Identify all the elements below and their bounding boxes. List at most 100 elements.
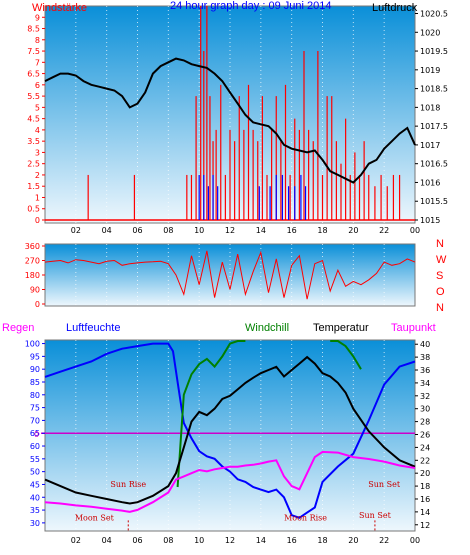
wind-gust-bars [198, 174, 307, 220]
y-tick-label: 100 [25, 340, 40, 349]
y-tick-label: 30 [420, 405, 430, 414]
dewpoint-series [44, 450, 416, 513]
y-tick-label: 1017.5 [420, 122, 448, 131]
x-tick-label: 18 [317, 226, 327, 235]
humidity-label: Luftfeuchte [66, 322, 120, 334]
y-tick-label: 40 [420, 340, 430, 349]
y-tick-label: 3 [35, 148, 40, 157]
x-tick-label: 10 [194, 536, 204, 545]
y-tick-label: 180 [25, 271, 40, 280]
y-tick-label: 1018 [420, 103, 440, 112]
x-tick-label: 06 [132, 226, 142, 235]
x-tick-label: 12 [225, 536, 235, 545]
temp-humidity-x-ticks: 02 04 06 08 10 12 14 16 18 20 22 00 [71, 536, 420, 545]
y-tick-label: 40 [30, 493, 40, 502]
temp-humidity-lines [41, 340, 416, 519]
x-tick-label: 20 [348, 536, 358, 545]
compass-letter: S [436, 270, 443, 282]
wind-direction-series [44, 250, 416, 300]
x-tick-label: 02 [71, 226, 81, 235]
windchill-label: Windchill [245, 322, 289, 334]
y-tick-label: 22 [420, 456, 430, 465]
y-tick-label: 85 [30, 378, 40, 387]
x-tick-label: 08 [163, 536, 173, 545]
y-tick-label: 12 [420, 521, 430, 530]
y-tick-label: 16 [420, 495, 430, 504]
y-tick-label: 36 [420, 366, 430, 375]
x-tick-label: 08 [163, 226, 173, 235]
windchill-series [176, 340, 246, 488]
y-tick-label: 5 [35, 103, 40, 112]
y-tick-label: 9 [35, 13, 40, 22]
y-tick-label: 8 [35, 36, 40, 45]
x-tick-label: 12 [225, 226, 235, 235]
temperature-series [44, 355, 416, 505]
humidity-series [44, 342, 416, 519]
y-tick-label: 30 [30, 519, 40, 528]
y-tick-label: 20 [420, 469, 430, 478]
x-tick-label: 14 [256, 536, 266, 545]
x-tick-label: 16 [287, 536, 297, 545]
y-tick-label: 75 [30, 404, 40, 413]
y-tick-label: 1020 [420, 28, 440, 37]
temperature-axis-ticks: 12 14 16 18 20 22 24 26 28 30 32 34 36 38 40 [415, 340, 430, 530]
wind-direction-plot-area [44, 243, 416, 307]
rain-label: Regen [2, 322, 34, 334]
windchill-series [330, 340, 362, 370]
x-tick-label: 06 [132, 536, 142, 545]
wind-speed-axis-ticks: 0 0.5 1 1.5 2 2.5 3 3.5 4 4.5 5 5.5 6 6.5 7 7.5 8 8.5 9 [27, 13, 45, 225]
y-tick-label: 45 [30, 480, 40, 489]
pressure-series [44, 57, 416, 184]
y-tick-label: 6 [35, 81, 40, 90]
wind-direction-line [44, 250, 416, 300]
temperature-label: Temperatur [313, 322, 369, 334]
y-tick-label: 1019 [420, 66, 440, 75]
y-tick-label: 6.5 [27, 70, 40, 79]
y-tick-label: 1 [35, 193, 40, 202]
x-tick-label: 00 [410, 536, 420, 545]
y-tick-label: 0.5 [27, 205, 40, 214]
y-tick-label: 28 [420, 418, 430, 427]
y-tick-label: 55 [30, 455, 40, 464]
y-tick-label: 1020.5 [420, 10, 448, 19]
x-tick-label: 22 [379, 226, 389, 235]
x-tick-label: 04 [102, 226, 112, 235]
graph-title: 24 hour graph day : 09 Juni 2014 [170, 0, 331, 12]
astro-annotations: Sun Rise Moon Set Moon Rise Sun Set Sun Set [75, 480, 401, 531]
y-tick-label: 1018.5 [420, 85, 448, 94]
y-tick-label: 14 [420, 508, 430, 517]
compass-letter: N [436, 302, 444, 314]
x-tick-label: 18 [317, 536, 327, 545]
y-tick-label: 24 [420, 443, 430, 452]
y-tick-label: 90 [30, 365, 40, 374]
y-tick-label: 34 [420, 379, 430, 388]
wind-pressure-panel: 0 0.5 1 1.5 2 2.5 3 3.5 4 4.5 5 5.5 6 6.5 7 7.5 8 8.5 9 10… [27, 0, 448, 235]
x-tick-label: 16 [287, 226, 297, 235]
y-tick-label: 35 [30, 506, 40, 515]
y-tick-label: 0 [35, 300, 40, 309]
y-tick-label: 60 [30, 442, 40, 451]
pressure-axis-ticks: 1015 1015.5 1016 1016.5 1017 1017.5 1018 1018.5… [415, 10, 448, 225]
y-tick-label: 80 [30, 391, 40, 400]
y-tick-label: 1016.5 [420, 160, 448, 169]
y-tick-label: 360 [25, 242, 40, 251]
compass-letter: W [436, 254, 447, 266]
humidity-axis-ticks: 30 35 40 45 50 55 60 65 70 75 80 85 90 95 100 [25, 340, 45, 528]
x-tick-label: 00 [410, 226, 420, 235]
y-tick-label: 2 [35, 171, 40, 180]
y-tick-label: 70 [30, 416, 40, 425]
astro-annotation: Sun Rise [110, 480, 146, 489]
compass-letter: O [436, 286, 445, 298]
x-tick-label: 20 [348, 226, 358, 235]
y-tick-label: 7.5 [27, 47, 40, 56]
x-tick-label: 02 [71, 536, 81, 545]
y-tick-label: 32 [420, 392, 430, 401]
wind-direction-axis-ticks: 0 90 180 270 360 [25, 242, 45, 309]
y-tick-label: 1019.5 [420, 47, 448, 56]
y-tick-label: 18 [420, 482, 430, 491]
y-tick-label: 4 [35, 126, 40, 135]
wind-speed-axis-label: Windstärke [32, 2, 87, 14]
